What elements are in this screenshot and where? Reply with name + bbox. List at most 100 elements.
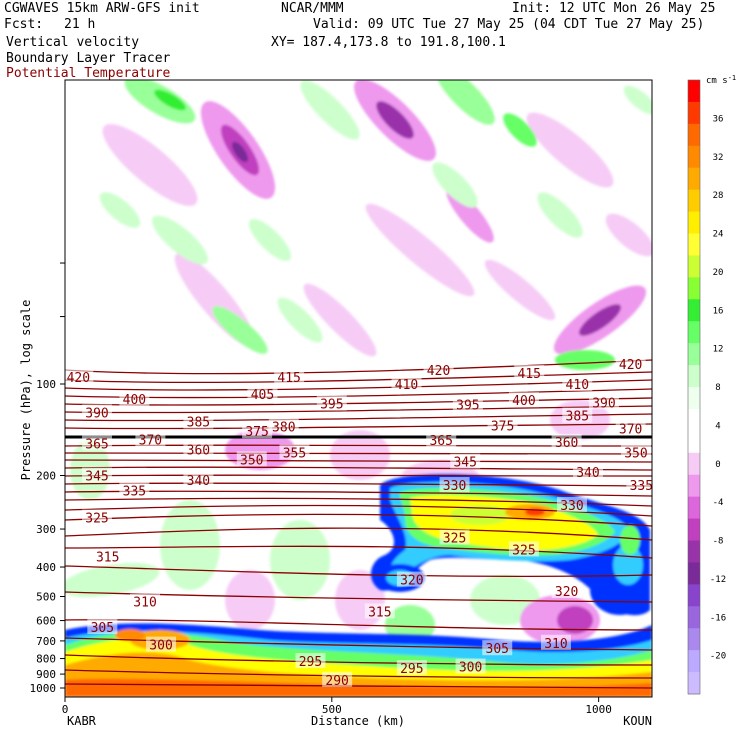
colorbar-swatch: [688, 540, 700, 563]
theta-label-bg: [615, 356, 646, 372]
theta-label-bg: [183, 472, 214, 488]
org-label: NCAR/MMM: [281, 1, 344, 16]
theta-label: 315: [96, 551, 119, 566]
colorbar-swatch: [688, 650, 700, 673]
colorbar-swatch: [688, 408, 700, 432]
colorbar-swatch: [688, 430, 700, 454]
colorbar-label: -16: [710, 613, 726, 623]
y-tick-label: 800: [36, 653, 56, 666]
theta-label-bg: [615, 420, 646, 436]
theta-label-bg: [487, 417, 518, 433]
colorbar-units: cm s-1: [706, 74, 736, 86]
theta-label-bg: [508, 541, 539, 557]
y-tick-label: 200: [36, 470, 56, 483]
theta-label: 325: [512, 543, 535, 558]
theta-label-bg: [119, 482, 150, 498]
theta-label: 390: [592, 396, 615, 411]
xy-coords: XY= 187.4,173.8 to 191.8,100.1: [271, 35, 506, 50]
x-axis-title: Distance (km): [311, 714, 405, 728]
theta-label: 410: [566, 378, 589, 393]
theta-label: 385: [187, 416, 210, 431]
x-tick-label: 1000: [585, 703, 612, 716]
theta-label: 350: [624, 446, 647, 461]
theta-label-bg: [514, 364, 545, 380]
theta-label: 345: [453, 456, 476, 471]
colorbar-units-base: cm s: [706, 76, 728, 86]
theta-label: 330: [560, 499, 583, 514]
y-tick-label: 100: [36, 378, 56, 391]
theta-label: 380: [272, 421, 295, 436]
theta-label-bg: [620, 444, 651, 460]
theta-label: 360: [555, 436, 578, 451]
theta-label: 345: [85, 470, 108, 485]
x-axis: 0 500 1000: [62, 697, 612, 716]
colorbar-swatch: [688, 233, 700, 256]
colorbar-label: -4: [713, 498, 724, 508]
theta-label: 290: [325, 674, 348, 689]
colorbar-swatch: [688, 387, 700, 410]
theta-label-bg: [562, 407, 593, 423]
theta-label: 420: [67, 371, 90, 386]
theta-label-bg: [135, 431, 166, 447]
colorbar-label: 12: [713, 345, 724, 355]
colorbar-swatch: [688, 452, 700, 476]
theta-label-bg: [482, 640, 513, 656]
theta-label: 375: [491, 420, 514, 435]
theta-label-bg: [508, 392, 539, 408]
theta-label-bg: [82, 404, 113, 420]
theta-label-bg: [82, 509, 113, 525]
colorbar-swatch: [688, 211, 700, 234]
theta-label-bg: [364, 603, 395, 619]
theta-label: 400: [123, 393, 146, 408]
y-tick-label: 700: [36, 635, 56, 648]
theta-label-bg: [242, 423, 273, 439]
y-tick-label: 900: [36, 668, 56, 681]
theta-label-bg: [426, 432, 457, 448]
init-time: Init: 12 UTC Mon 26 May 25: [512, 1, 716, 16]
left-endpoint-label: KABR: [67, 714, 97, 728]
theta-label: 375: [245, 425, 268, 440]
theta-label-bg: [556, 496, 587, 512]
theta-label: 415: [277, 371, 300, 386]
colorbar-swatch: [688, 672, 700, 695]
colorbar-label: 20: [713, 268, 724, 278]
colorbar-label: 32: [713, 153, 724, 163]
colorbar-label: -8: [713, 537, 724, 547]
theta-label-bg: [439, 477, 470, 493]
colorbar-frame: [687, 79, 701, 695]
theta-label-bg: [183, 413, 214, 429]
theta-label-bg: [92, 548, 123, 564]
field-vertical-velocity: Vertical velocity: [6, 35, 140, 50]
theta-label-bg: [588, 394, 619, 410]
colorbar-swatch: [688, 167, 700, 191]
theta-label-bg: [439, 529, 470, 545]
colorbar-swatch: [688, 255, 700, 278]
colorbar-label: 28: [713, 191, 724, 201]
theta-label: 320: [555, 585, 578, 600]
colorbar-swatch: [688, 101, 700, 125]
theta-label-bg: [551, 433, 582, 449]
y-tick-label: 300: [36, 523, 56, 536]
colorbar-swatch: [688, 321, 700, 344]
theta-label: 305: [486, 642, 509, 657]
theta-label: 295: [299, 655, 322, 670]
theta-label-bg: [572, 464, 603, 480]
theta-label: 390: [85, 406, 108, 421]
theta-label: 315: [368, 605, 391, 620]
theta-label-bg: [274, 369, 305, 385]
colorbar-swatch: [688, 277, 700, 300]
theta-label-bg: [247, 386, 278, 402]
theta-label: 325: [443, 532, 466, 547]
y-tick-label: 500: [36, 590, 56, 603]
theta-label-bg: [562, 376, 593, 391]
theta-label: 335: [630, 479, 653, 494]
theta-label: 325: [85, 512, 108, 527]
theta-label-bg: [236, 451, 267, 467]
theta-label: 385: [566, 410, 589, 425]
theta-label-bg: [87, 618, 118, 634]
colorbar-swatch: [688, 299, 700, 322]
colorbar-label: -20: [710, 652, 726, 662]
